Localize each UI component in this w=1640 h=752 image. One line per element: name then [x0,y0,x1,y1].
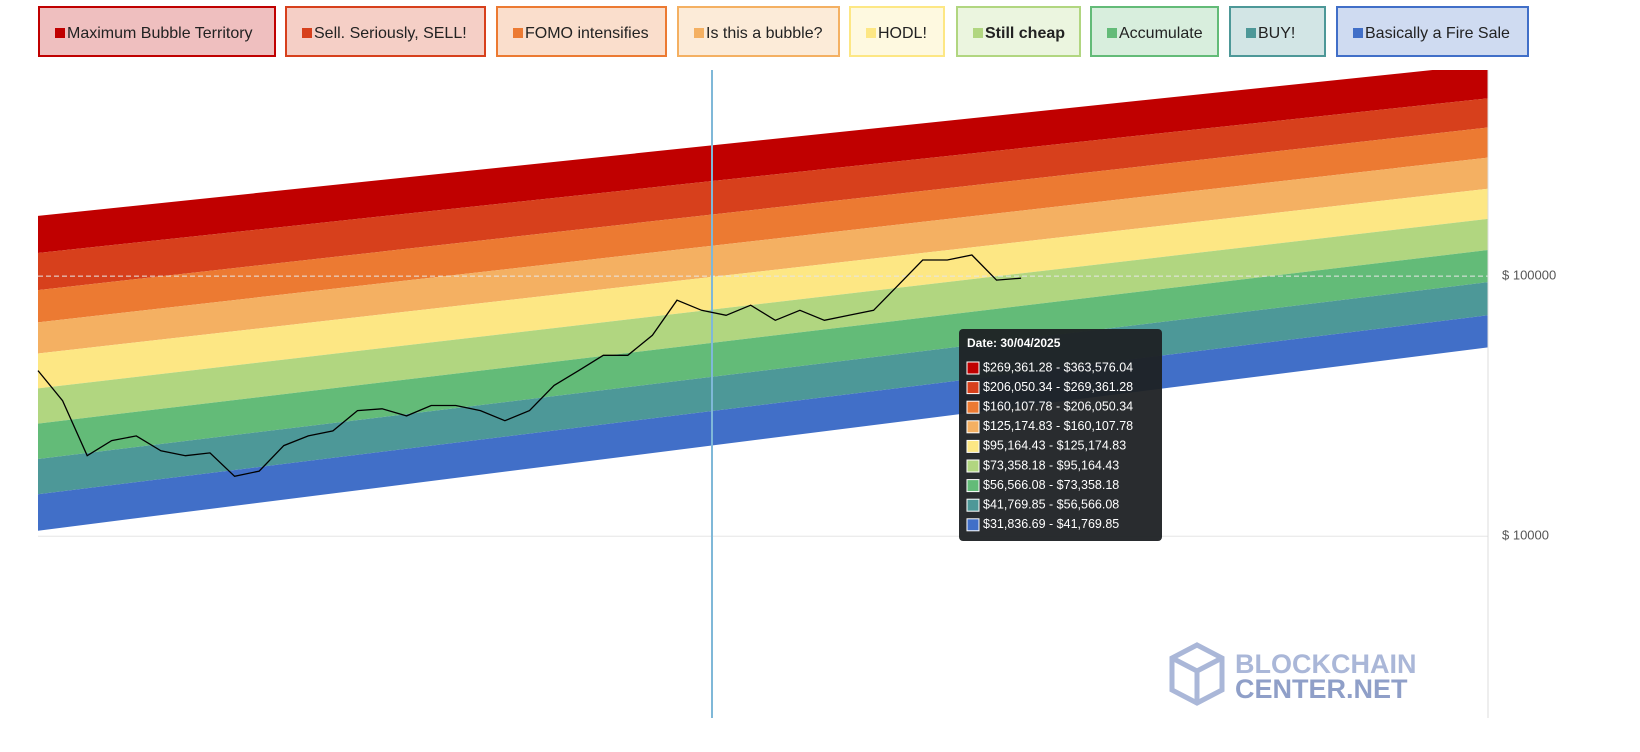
legend-label[interactable]: Sell. Seriously, SELL! [314,25,467,42]
legend-swatch [973,28,983,38]
legend-box [1336,6,1529,57]
tooltip-row: $56,566.08 - $73,358.18 [983,478,1119,492]
legend-button[interactable]: HODL! [849,6,945,57]
band [38,127,1488,323]
band [38,157,1488,354]
tooltip-swatch [966,439,980,453]
watermark: CENTER.NET [1235,674,1408,704]
watermark-logo [1169,642,1225,706]
legend-button[interactable]: Sell. Seriously, SELL! [285,6,486,57]
legend-box [677,6,840,57]
band [38,188,1488,389]
tooltip-row: $41,769.85 - $56,566.08 [983,497,1119,511]
legend-label[interactable]: HODL! [878,25,927,42]
legend-button[interactable]: BUY! [1229,6,1326,57]
tooltip-row: $95,164.43 - $125,174.83 [983,439,1126,453]
tooltip-swatch [966,420,980,434]
legend-label[interactable]: BUY! [1258,25,1295,42]
tooltip-box [959,329,1162,541]
legend-label[interactable]: Is this a bubble? [706,25,823,42]
legend-box [38,6,276,57]
tooltip-row: $160,107.78 - $206,050.34 [983,399,1133,413]
legend-swatch [694,28,704,38]
legend-swatch [1107,28,1117,38]
tooltip-row: $269,361.28 - $363,576.04 [983,360,1133,374]
legend-swatch [1353,28,1363,38]
legend-box [496,6,667,57]
band [38,98,1488,291]
legend-swatch [866,28,876,38]
legend-button[interactable]: Maximum Bubble Territory [38,6,276,57]
y-tick-label: $ 10000 [1502,528,1549,543]
y-tick-label: $ 100000 [1502,268,1556,283]
price-line [37,254,1022,478]
tooltip-swatch [966,498,980,512]
tooltip-swatch [966,361,980,375]
legend-label[interactable]: Basically a Fire Sale [1365,25,1510,42]
tooltip-row: $125,174.83 - $160,107.78 [983,419,1133,433]
tooltip-swatch [966,518,980,532]
tooltip: Date: 30/04/2025 $269,361.28 - $363,576.… [959,329,1162,541]
legend: Maximum Bubble Territory Sell. Seriously,… [38,6,1529,57]
tooltip-row: $206,050.34 - $269,361.28 [983,380,1133,394]
tooltip-row: $31,836.69 - $41,769.85 [983,517,1119,531]
band [38,70,1488,253]
legend-label[interactable]: FOMO intensifies [525,25,649,42]
legend-label[interactable]: Still cheap [985,25,1065,42]
legend-label[interactable]: Accumulate [1119,25,1203,42]
tooltip-row: $73,358.18 - $95,164.43 [983,458,1119,472]
tooltip-swatch [966,381,980,395]
legend-button[interactable]: Is this a bubble? [677,6,840,57]
legend-box [1229,6,1326,57]
legend-box [956,6,1081,57]
legend-box [285,6,486,57]
legend-button[interactable]: Still cheap [956,6,1081,57]
tooltip-title: Date: 30/04/2025 [967,336,1061,350]
legend-box [849,6,945,57]
tooltip-swatch [966,479,980,493]
legend-swatch [513,28,523,38]
legend-label[interactable]: Maximum Bubble Territory [67,25,253,42]
legend-swatch [1246,28,1256,38]
band [38,249,1488,460]
legend-swatch [302,28,312,38]
watermark: BLOCKCHAIN [1235,649,1417,679]
legend-swatch [55,28,65,38]
legend-button[interactable]: Accumulate [1090,6,1219,57]
grid: $ 10000 $ 100000 [38,268,1556,543]
price-layer [37,254,1022,478]
band [38,218,1488,424]
legend-button[interactable]: FOMO intensifies [496,6,667,57]
tooltip-swatch [966,400,980,414]
bands [38,70,1488,531]
tooltip-swatch [966,459,980,473]
legend-button[interactable]: Basically a Fire Sale [1336,6,1529,57]
